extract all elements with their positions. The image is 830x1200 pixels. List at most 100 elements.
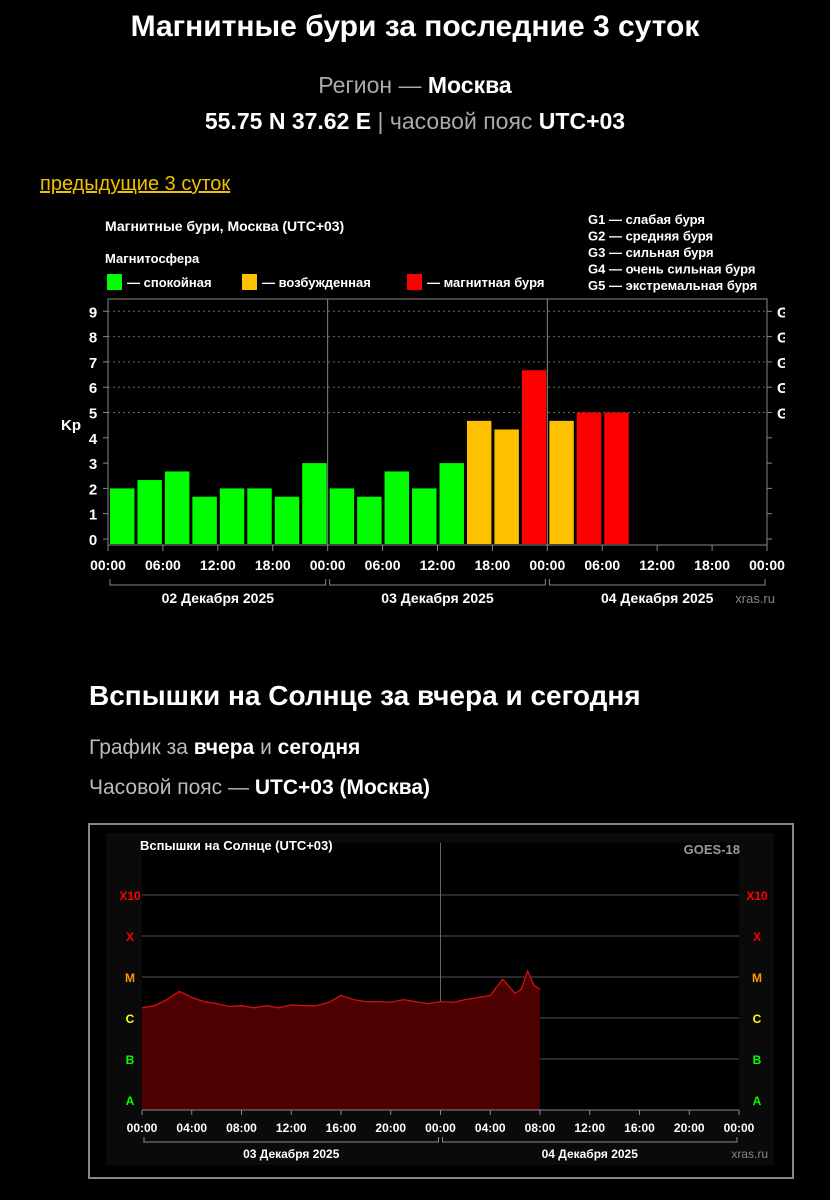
- kp-day-bracket: [329, 579, 546, 586]
- region-line: Регион — Москва: [0, 72, 830, 99]
- kp-bar: [192, 496, 217, 544]
- kp-y-tick-label: 1: [89, 507, 97, 524]
- flare-x-tick-label: 20:00: [375, 1121, 406, 1135]
- kp-y-tick-label: 3: [89, 456, 97, 473]
- kp-legend-label: — магнитная буря: [427, 275, 544, 290]
- flares-sub1-prefix: График за: [89, 736, 188, 759]
- flare-x-tick-label: 00:00: [425, 1121, 456, 1135]
- flare-x-tick-label: 08:00: [525, 1121, 556, 1135]
- timezone-label: часовой пояс: [389, 108, 533, 134]
- kp-x-tick-label: 18:00: [255, 557, 291, 573]
- kp-bar: [466, 420, 492, 544]
- kp-plot-area: [107, 298, 768, 546]
- g-level-label: G1: [777, 406, 785, 423]
- kp-bar: [384, 471, 410, 544]
- timezone-value: UTC+03: [538, 108, 626, 134]
- kp-x-tick-label: 06:00: [584, 557, 620, 573]
- flare-flux-line: [141, 968, 541, 1009]
- flares-subtitle-timezone: Часовой пояс — UTC+03 (Москва): [89, 776, 430, 800]
- kp-bar: [247, 488, 272, 544]
- kp-bar: [302, 463, 327, 544]
- kp-day-label: 02 Декабря 2025: [162, 590, 275, 606]
- flare-day-bracket: [143, 1137, 439, 1143]
- flares-sub2-value: UTC+03 (Москва): [254, 776, 431, 799]
- kp-bar: [576, 412, 602, 544]
- g-level-label: G2: [777, 380, 785, 397]
- kp-y-tick-label: 7: [89, 355, 97, 372]
- flare-x-tick-label: 00:00: [127, 1121, 158, 1135]
- flare-level-label-left: M: [125, 971, 135, 985]
- kp-bar: [357, 496, 382, 544]
- kp-x-tick-label: 18:00: [475, 557, 511, 573]
- kp-legend-label: — спокойная: [127, 275, 212, 290]
- kp-bar: [412, 488, 437, 544]
- kp-chart-title: Магнитные бури, Москва (UTC+03): [105, 218, 344, 234]
- flare-level-label-right: M: [752, 971, 762, 985]
- kp-bar: [604, 412, 629, 544]
- flare-level-label-left: X10: [119, 889, 141, 903]
- flare-x-tick-label: 12:00: [574, 1121, 605, 1135]
- kp-x-tick-label: 06:00: [365, 557, 401, 573]
- kp-day-bracket: [109, 579, 327, 586]
- flare-level-label-right: A: [753, 1094, 762, 1108]
- flare-watermark: xras.ru: [731, 1147, 768, 1161]
- flares-sub2-prefix: Часовой пояс —: [89, 776, 250, 799]
- storm-legend-item: G1 — слабая буря: [588, 212, 705, 227]
- kp-legend-label: — возбужденная: [262, 275, 371, 290]
- kp-y-tick-label: 0: [89, 532, 97, 549]
- page-title: Магнитные бури за последние 3 суток: [130, 10, 700, 43]
- kp-y-axis-label: Kp: [61, 417, 81, 434]
- storm-legend-item: G5 — экстремальная буря: [588, 278, 757, 293]
- kp-x-tick-label: 06:00: [145, 557, 181, 573]
- solar-flare-chart: Вспышки на Солнце (UTC+03) GOES-18 A A B B C C M…: [88, 823, 794, 1179]
- kp-bar: [110, 488, 135, 544]
- flares-sub1-word2: сегодня: [277, 736, 361, 759]
- kp-day-label: 03 Декабря 2025: [381, 590, 494, 606]
- kp-legend-swatch: [242, 274, 257, 290]
- kp-bar: [494, 429, 519, 544]
- region-value: Москва: [427, 72, 512, 98]
- g-level-label: G4: [777, 330, 785, 347]
- kp-y-tick-label: 2: [89, 481, 97, 498]
- kp-day-bracket: [548, 579, 766, 586]
- flare-x-tick-label: 16:00: [624, 1121, 655, 1135]
- flare-level-label-right: X10: [746, 889, 768, 903]
- flare-chart-title: Вспышки на Солнце (UTC+03): [140, 838, 333, 853]
- flare-flux-area: [142, 970, 540, 1110]
- flare-level-label-right: X: [753, 930, 761, 944]
- flare-level-label-left: A: [126, 1094, 135, 1108]
- g-level-label: G3: [777, 355, 785, 372]
- kp-bar: [439, 463, 464, 544]
- kp-bar: [137, 480, 162, 544]
- kp-bar: [329, 488, 355, 544]
- kp-x-tick-label: 12:00: [639, 557, 675, 573]
- flare-x-tick-label: 20:00: [674, 1121, 705, 1135]
- storm-legend-item: G4 — очень сильная буря: [588, 262, 755, 277]
- flare-x-tick-label: 08:00: [226, 1121, 257, 1135]
- kp-x-tick-label: 12:00: [200, 557, 236, 573]
- coords-value: 55.75 N 37.62 E: [204, 108, 372, 134]
- coords-separator: |: [377, 108, 384, 134]
- flare-x-tick-label: 12:00: [276, 1121, 307, 1135]
- kp-bar: [521, 370, 547, 544]
- flare-level-label-right: C: [753, 1012, 762, 1026]
- kp-y-tick-label: 4: [89, 431, 98, 448]
- g-level-label: G5: [777, 304, 785, 321]
- flares-subtitle-period: График за вчера и сегодня: [89, 736, 360, 760]
- flares-sub1-and: и: [260, 736, 272, 759]
- kp-legend-title: Магнитосфера: [105, 251, 200, 266]
- kp-legend-swatch: [107, 274, 122, 290]
- flare-x-tick-label: 00:00: [724, 1121, 755, 1135]
- kp-y-tick-label: 8: [89, 330, 97, 347]
- flare-level-label-left: B: [126, 1053, 135, 1067]
- kp-x-tick-label: 00:00: [529, 557, 565, 573]
- previous-3-days-link[interactable]: предыдущие 3 суток: [40, 173, 231, 195]
- flare-level-label-right: B: [753, 1053, 762, 1067]
- flares-section-title: Вспышки на Солнце за вчера и сегодня: [89, 680, 641, 711]
- kp-bar: [164, 471, 190, 544]
- flare-day-label: 03 Декабря 2025: [243, 1147, 340, 1161]
- region-label: Регион —: [318, 72, 422, 98]
- flare-x-tick-label: 04:00: [475, 1121, 506, 1135]
- kp-x-tick-label: 00:00: [90, 557, 126, 573]
- kp-y-tick-label: 5: [89, 406, 97, 423]
